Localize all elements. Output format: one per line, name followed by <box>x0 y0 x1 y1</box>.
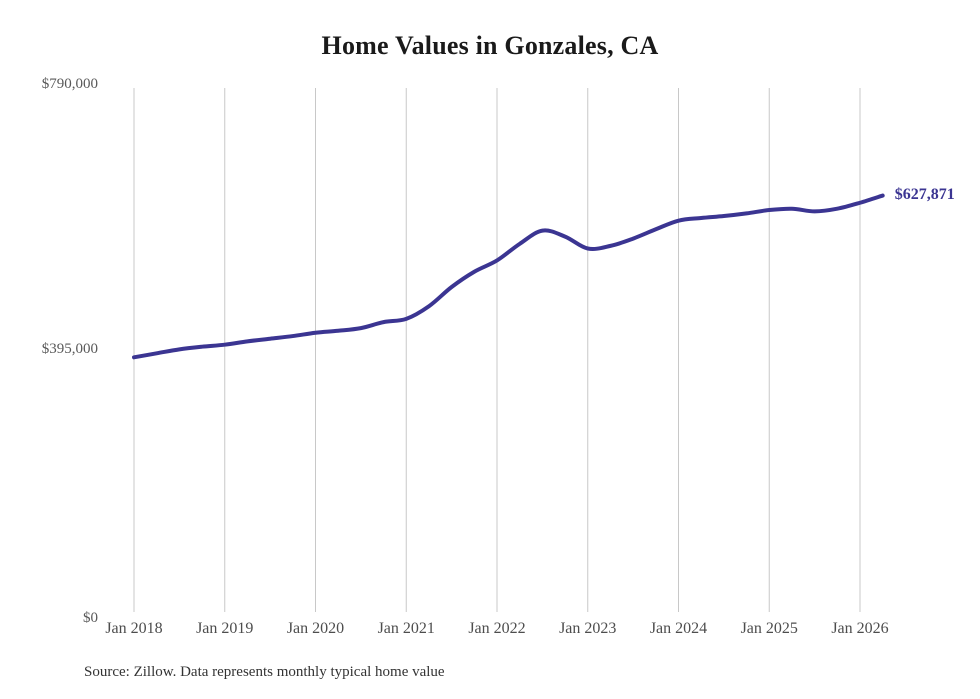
data-series-group <box>132 193 885 360</box>
x-axis-tick-label: Jan 2020 <box>286 620 345 637</box>
x-axis-tick-label: Jan 2026 <box>831 620 889 637</box>
x-axis-tick-label: Jan 2021 <box>377 620 435 637</box>
chart-title: Home Values in Gonzales, CA <box>321 31 659 60</box>
gridlines-group <box>133 88 861 612</box>
y-axis-tick-label-top: $790,000 <box>41 76 98 92</box>
x-axis-tick-label: Jan 2025 <box>740 620 798 637</box>
source-note: Source: Zillow. Data represents monthly … <box>84 664 445 680</box>
y-axis-tick-label-bottom: $0 <box>83 610 98 626</box>
home-value-line <box>132 193 885 360</box>
x-axis-tick-label: Jan 2024 <box>649 620 708 637</box>
x-axis-tick-label: Jan 2023 <box>559 620 617 637</box>
x-axis-tick-label: Jan 2022 <box>468 620 526 637</box>
y-axis-tick-label-mid: $395,000 <box>41 341 98 357</box>
end-value-annotation: $627,871 <box>894 185 955 203</box>
x-axis-tick-label: Jan 2018 <box>105 620 163 637</box>
x-axis-tick-label: Jan 2019 <box>196 620 254 637</box>
